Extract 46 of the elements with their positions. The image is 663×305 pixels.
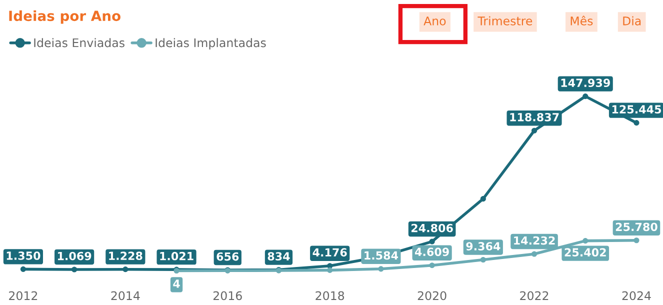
data-label: 9.364 xyxy=(466,242,500,250)
legend-label: Ideias Implantadas xyxy=(156,38,266,50)
point xyxy=(327,267,333,273)
data-label: 147.939 xyxy=(561,78,610,88)
point xyxy=(72,266,78,272)
data-label: 1.021 xyxy=(160,252,194,260)
point xyxy=(122,266,128,272)
data-label: 118.837 xyxy=(510,112,559,122)
x-tick-label: 2016 xyxy=(213,291,242,300)
point xyxy=(20,266,26,272)
data-label: 4.609 xyxy=(414,248,449,256)
x-tick-label: 2024 xyxy=(622,291,651,300)
text: Dia xyxy=(623,16,641,26)
text: Trimestre xyxy=(478,16,532,26)
point xyxy=(429,238,435,244)
legend-label: Ideias Enviadas xyxy=(34,38,124,48)
point xyxy=(531,128,538,134)
point xyxy=(480,256,486,263)
data-label: 656 xyxy=(216,252,239,261)
data-label: 834 xyxy=(268,252,290,261)
point xyxy=(634,238,640,244)
text: Ano xyxy=(424,16,446,26)
data-label: 4 xyxy=(173,280,180,288)
data-label: 1.350 xyxy=(6,252,40,260)
x-tick-label: 2022 xyxy=(520,291,548,300)
point xyxy=(480,196,486,202)
x-tick-label: 2012 xyxy=(9,291,38,300)
data-label: 24.806 xyxy=(411,224,453,232)
point xyxy=(378,266,384,272)
point xyxy=(582,238,588,244)
point xyxy=(429,262,435,268)
data-label: 1.069 xyxy=(58,252,92,260)
x-tick-label: 2014 xyxy=(111,291,140,300)
x-tick-label: 2020 xyxy=(418,291,446,300)
data-label: 1.228 xyxy=(109,252,142,260)
data-label: 125.445 xyxy=(612,105,662,114)
data-label: 25.780 xyxy=(616,222,658,232)
point xyxy=(634,120,640,126)
x-tick-label: 2018 xyxy=(316,291,344,300)
chart-title: Ideias por Ano xyxy=(9,10,120,24)
text: Mês xyxy=(570,16,593,26)
data-label: 25.402 xyxy=(564,248,606,257)
data-label: 4.176 xyxy=(312,248,347,257)
point xyxy=(531,251,538,257)
data-label: 14.232 xyxy=(514,236,555,245)
point xyxy=(582,94,588,100)
